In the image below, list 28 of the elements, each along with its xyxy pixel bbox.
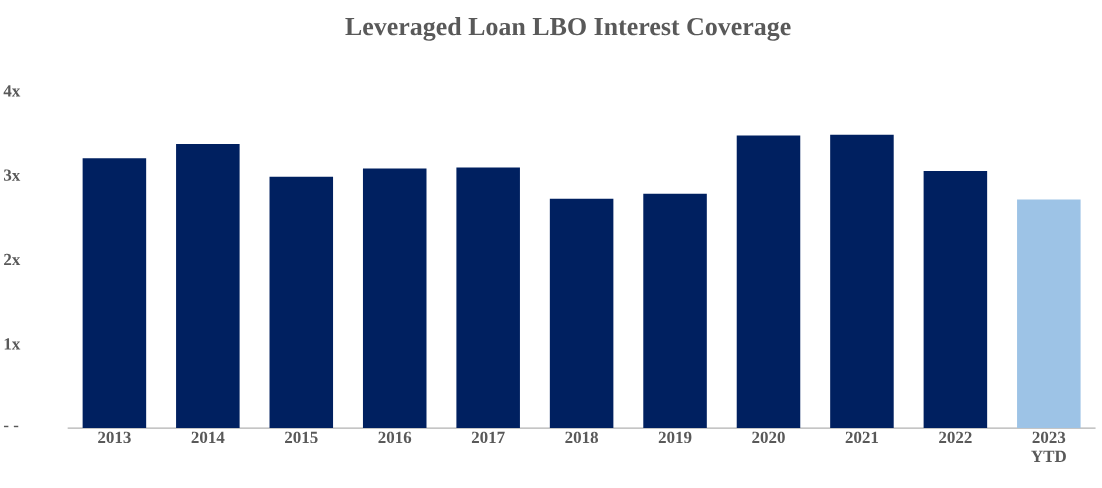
y-tick-label: 2x: [4, 253, 21, 266]
x-tick-label: 2013: [98, 431, 131, 444]
bar: [82, 158, 147, 429]
bar: [1017, 199, 1081, 429]
y-tick-label: - -: [3, 425, 19, 428]
bar: [176, 143, 240, 429]
bar: [362, 168, 427, 429]
y-tick-label: 3x: [3, 169, 21, 181]
x-tick-label: 2021: [845, 431, 879, 444]
bar: [269, 176, 334, 429]
x-tick-label: 2023 YTD: [1031, 431, 1066, 462]
x-tick-label: 2022: [939, 431, 972, 444]
y-tick-label: 1x: [4, 338, 21, 350]
y-tick-label: 4x: [3, 85, 21, 97]
x-tick-label: 2017: [471, 431, 505, 444]
bar: [923, 170, 988, 429]
bar: [456, 167, 520, 429]
bar: [549, 198, 614, 429]
x-tick-label: 2019: [658, 431, 692, 444]
x-tick-label: 2014: [191, 431, 225, 444]
bar: [736, 135, 801, 429]
x-tick-label: 2018: [565, 431, 599, 444]
x-tick-label: 2020: [752, 431, 785, 444]
x-tick-label: 2015: [285, 431, 318, 444]
chart-title: Leveraged Loan LBO Interest Coverage: [345, 17, 791, 41]
x-tick-label: 2016: [378, 431, 412, 444]
bar: [830, 134, 894, 429]
bar: [643, 193, 707, 429]
